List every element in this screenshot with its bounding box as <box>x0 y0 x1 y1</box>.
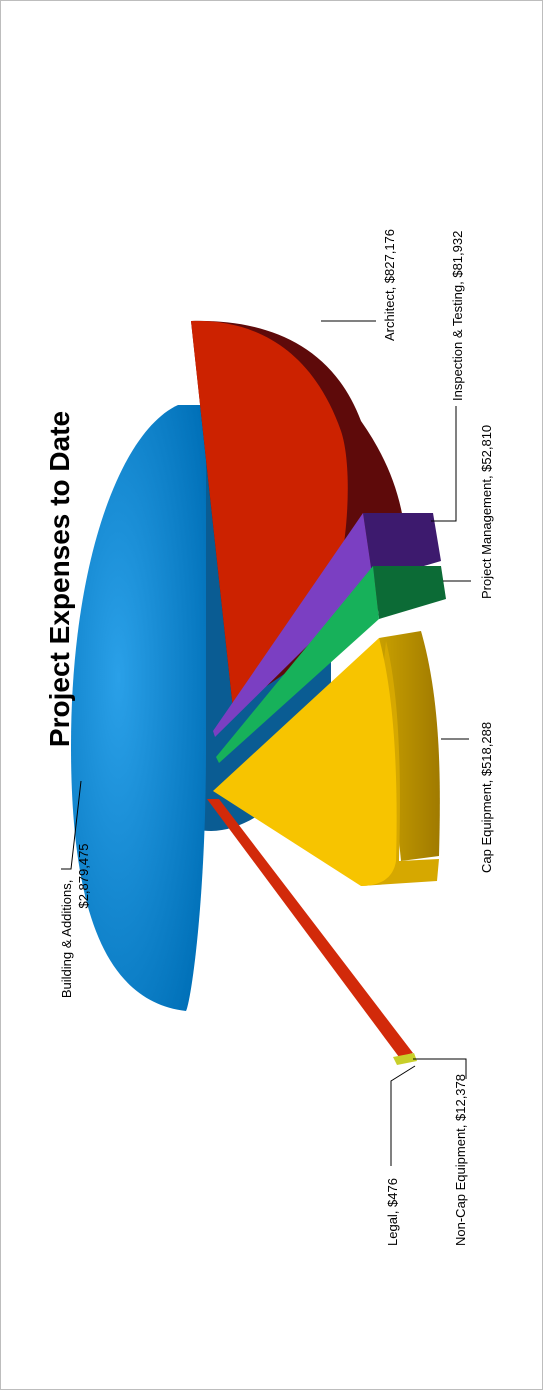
data-label-project-management: Project Management, $52,810 <box>479 425 494 599</box>
leader-legal <box>390 1065 416 1166</box>
slice-non-cap-equipment <box>207 799 413 1057</box>
slice-cap-equipment-top <box>213 638 397 886</box>
slice-inspection-testing-side <box>363 513 441 581</box>
slice-cap-equipment <box>213 631 440 886</box>
leader-inspection-testing <box>431 406 457 522</box>
data-label-inspection-testing: Inspection & Testing, $81,932 <box>450 231 465 401</box>
leader-building-additions <box>61 780 82 870</box>
data-label-legal: Legal, $476 <box>385 1178 400 1246</box>
slice-architect-top <box>191 320 348 709</box>
data-label-building-additions: Building & Additions, $2,879,475 <box>59 843 91 998</box>
slice-inspection-testing-top <box>213 513 373 737</box>
leader-non-cap-equipment <box>413 1058 467 1079</box>
data-label-architect: Architect, $827,176 <box>382 229 397 341</box>
slice-building-additions-top <box>71 405 206 1011</box>
slice-project-management-side <box>373 566 446 619</box>
slice-project-management <box>216 566 446 763</box>
slice-inspection-testing <box>213 513 441 737</box>
slice-legal <box>393 1053 417 1065</box>
data-label-cap-equipment: Cap Equipment, $518,288 <box>479 722 494 873</box>
chart-title: Project Expenses to Date <box>44 411 75 747</box>
data-label-non-cap-equipment: Non-Cap Equipment, $12,378 <box>453 1074 468 1246</box>
slice-project-management-top <box>216 566 379 763</box>
